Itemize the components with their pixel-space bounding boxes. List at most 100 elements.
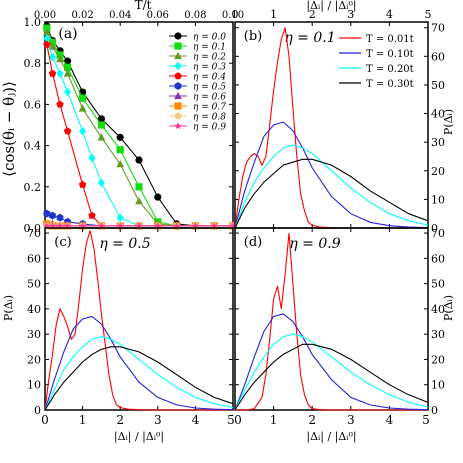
series-line-T = 0.01t bbox=[235, 233, 428, 411]
y-axis-label: P(Δᵢ) bbox=[2, 295, 15, 321]
legend-entry: η = 0.1 bbox=[193, 43, 226, 53]
legend-marker bbox=[174, 112, 182, 120]
data-point bbox=[48, 222, 57, 230]
y-tick-label: 0 bbox=[34, 404, 41, 417]
series-line-T = 0.01t bbox=[44, 230, 233, 411]
data-point bbox=[63, 69, 72, 77]
y-tick-label: 10 bbox=[27, 379, 41, 392]
y-tick-label: 40 bbox=[431, 303, 445, 316]
legend-entry: η = 0.6 bbox=[193, 93, 226, 103]
x-tick-label: 2 bbox=[116, 413, 124, 427]
data-point bbox=[48, 42, 57, 50]
data-point bbox=[116, 222, 124, 230]
y-tick-label: 70 bbox=[431, 227, 445, 240]
panel-label: (b) bbox=[244, 29, 262, 44]
legend-entry: T = 0.20t bbox=[366, 64, 414, 75]
series-line-T = 0.10t bbox=[44, 315, 234, 411]
panel-label: (c) bbox=[54, 235, 71, 250]
x-tick-label: 0.08 bbox=[184, 10, 206, 21]
x-tick-label: 0.06 bbox=[147, 10, 169, 21]
x-tick-label: 0.10 bbox=[222, 10, 244, 21]
legend-entry: η = 0.9 bbox=[193, 123, 226, 133]
x-tick-label: 3 bbox=[347, 413, 355, 427]
y-tick-label: 0.8 bbox=[24, 57, 42, 70]
panel-frame bbox=[234, 227, 429, 411]
x-tick-label: 1 bbox=[270, 8, 277, 21]
y-tick-label: 70 bbox=[27, 227, 41, 240]
x-tick-label: 5 bbox=[425, 8, 432, 21]
x-axis-label: |Δᵢ| / |Δᵢ⁰| bbox=[306, 430, 356, 444]
data-point bbox=[49, 211, 56, 220]
y-tick-label: 50 bbox=[431, 278, 445, 291]
data-point bbox=[43, 222, 51, 230]
y-tick-label: 0.2 bbox=[24, 181, 42, 194]
y-tick-label: 30 bbox=[431, 328, 445, 341]
y-tick-label: 50 bbox=[27, 278, 41, 291]
y-tick-label: 20 bbox=[27, 353, 41, 366]
y-tick-label: 30 bbox=[431, 136, 445, 149]
data-point bbox=[43, 40, 51, 48]
data-point bbox=[56, 69, 64, 78]
legend-marker bbox=[174, 42, 182, 50]
x-axis-label: |Δᵢ| / |Δᵢ⁰| bbox=[114, 430, 164, 444]
y-tick-label: 60 bbox=[27, 252, 41, 265]
data-point bbox=[154, 222, 162, 230]
data-point bbox=[97, 121, 105, 129]
data-point bbox=[43, 28, 51, 36]
y-tick-label: 0.6 bbox=[24, 98, 42, 111]
series-η = 0.9 bbox=[43, 222, 237, 230]
data-point bbox=[135, 197, 143, 205]
series-line-T = 0.30t bbox=[44, 346, 234, 411]
data-point bbox=[63, 57, 72, 65]
data-point bbox=[48, 52, 57, 62]
legend-marker bbox=[174, 32, 182, 40]
y-tick-label: 50 bbox=[431, 79, 445, 92]
y-axis-label: P(Δᵢ) bbox=[442, 109, 455, 135]
x-axis-label: T/t bbox=[135, 0, 152, 12]
data-point bbox=[88, 211, 96, 219]
data-point bbox=[116, 213, 124, 222]
annotation: η = 0.5 bbox=[99, 236, 150, 252]
legend-marker bbox=[174, 51, 182, 60]
y-tick-label: 0.4 bbox=[24, 140, 42, 153]
data-point bbox=[56, 100, 64, 108]
x-tick-label: 4 bbox=[192, 413, 200, 427]
y-tick-label: 60 bbox=[431, 252, 445, 265]
y-tick-label: 40 bbox=[431, 108, 445, 121]
data-point bbox=[56, 55, 64, 63]
data-point bbox=[172, 222, 181, 230]
y-tick-label: 1.0 bbox=[24, 16, 42, 29]
legend: η = 0.0η = 0.1η = 0.2η = 0.3η = 0.4η = 0… bbox=[169, 32, 226, 133]
data-point bbox=[191, 222, 200, 230]
series-line-T = 0.20t bbox=[234, 333, 429, 411]
series-line-T = 0.10t bbox=[234, 121, 429, 229]
legend-marker bbox=[174, 91, 182, 100]
x-tick-label: 1 bbox=[270, 413, 278, 427]
data-point bbox=[43, 24, 51, 32]
legend-entry: η = 0.4 bbox=[193, 73, 226, 83]
data-point bbox=[116, 146, 124, 154]
y-tick-label: 40 bbox=[27, 303, 41, 316]
legend-entry: η = 0.0 bbox=[193, 33, 226, 43]
y-axis-label: ⟨cos(θᵢ − θⱼ)⟩ bbox=[0, 81, 18, 177]
annotation: η = 0.9 bbox=[289, 236, 340, 252]
data-point bbox=[135, 156, 143, 164]
data-point bbox=[229, 222, 237, 230]
series-line-T = 0.30t bbox=[234, 158, 429, 229]
data-point bbox=[63, 63, 72, 71]
legend-entry: η = 0.5 bbox=[193, 83, 226, 93]
x-axis-label: |Δᵢ| / |Δᵢ⁰| bbox=[306, 0, 356, 13]
data-point bbox=[116, 160, 125, 168]
y-tick-label: 30 bbox=[27, 328, 41, 341]
y-tick-label: 20 bbox=[431, 353, 445, 366]
data-point bbox=[116, 133, 124, 141]
panel-label: (d) bbox=[244, 235, 262, 250]
data-point bbox=[88, 153, 96, 163]
legend-entry: η = 0.3 bbox=[193, 63, 226, 73]
data-point bbox=[64, 87, 72, 97]
y-tick-label: 10 bbox=[431, 379, 445, 392]
x-tick-label: 2 bbox=[308, 413, 316, 427]
